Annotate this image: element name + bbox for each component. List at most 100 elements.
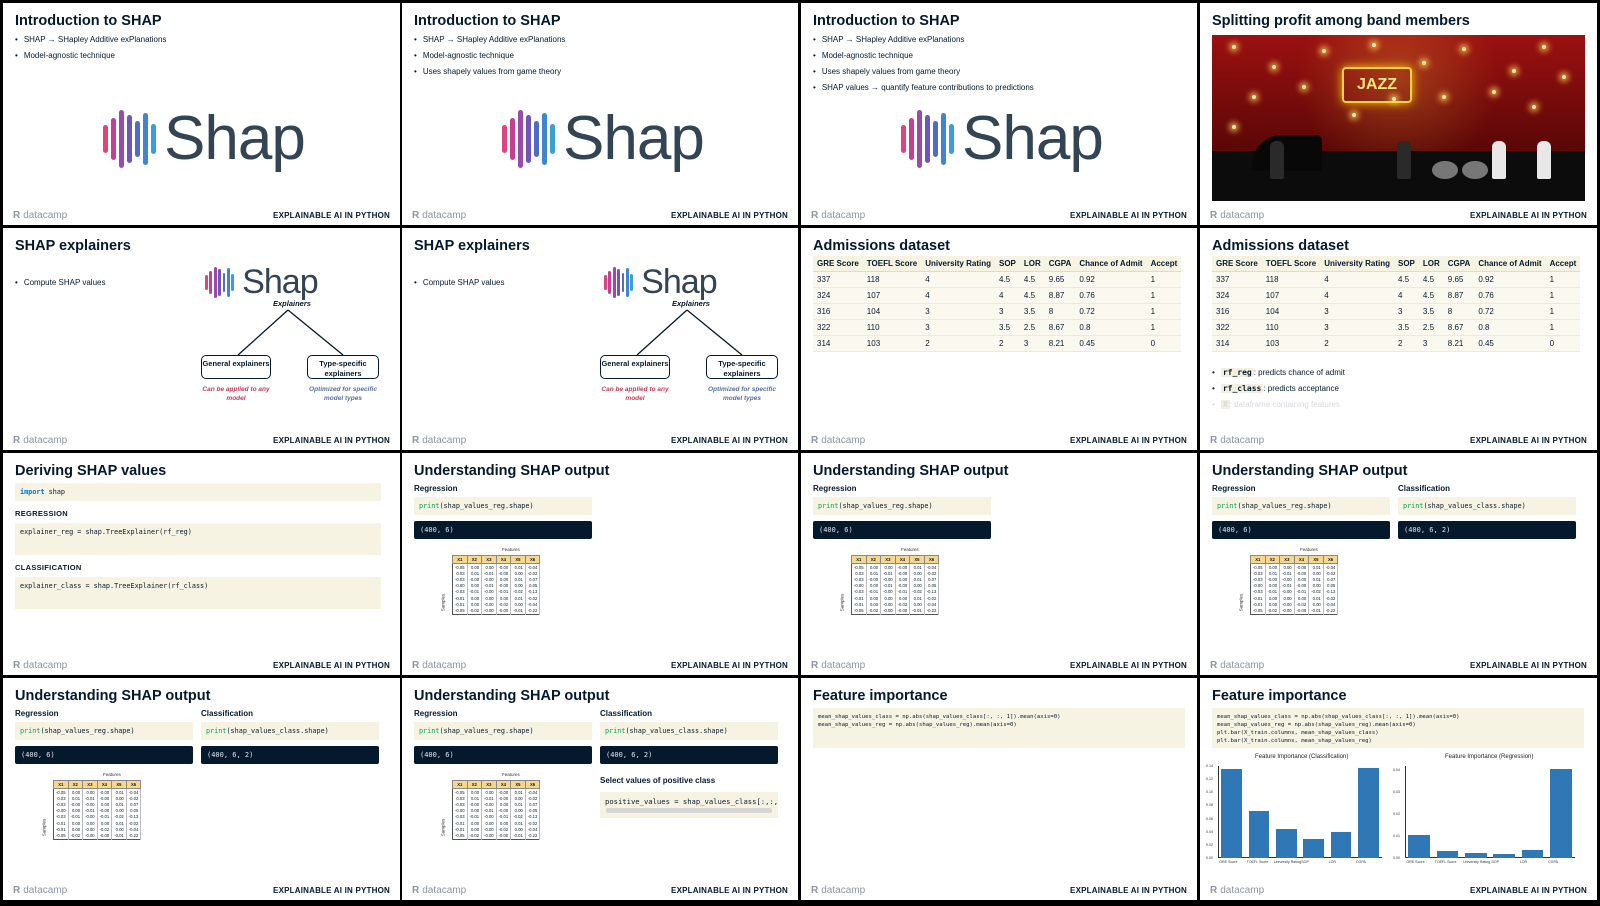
- shap-row: -0.03 -0.00 -0.00 0.00 0.01 0.07: [53, 801, 142, 808]
- shap-cell: -0.01: [496, 588, 512, 595]
- model-bullet: X: dataframe containing features: [1212, 400, 1345, 409]
- shap-cell: 0.01: [111, 801, 127, 808]
- print-function: print: [20, 727, 41, 735]
- shap-cell: 0.01: [111, 788, 127, 796]
- course-brand: EXPLAINABLE AI IN PYTHON: [1470, 886, 1587, 895]
- datacamp-logo-icon: R: [1210, 885, 1218, 896]
- print-function: print: [1217, 502, 1238, 510]
- shap-cell: 0.01: [909, 576, 925, 583]
- feature-header: X6: [524, 780, 541, 789]
- shap-cell: -0.02: [525, 570, 541, 577]
- shap-cell: -0.00: [97, 807, 113, 814]
- shap-cell: 0.00: [866, 601, 882, 608]
- y-tick-label: 0.06: [1206, 816, 1213, 821]
- table-cell: 107: [862, 287, 922, 304]
- bar-sop: [1303, 838, 1325, 858]
- bar-university-rating: [1465, 852, 1487, 858]
- table-cell: 0.72: [1474, 303, 1546, 320]
- shap-logo-bar: [111, 117, 116, 160]
- output-block: (400, 6): [1212, 521, 1390, 539]
- slide-title: Admissions dataset: [813, 238, 950, 254]
- course-brand: EXPLAINABLE AI IN PYTHON: [273, 211, 390, 220]
- feature-header-row: X1 X2 X3 X4 X5 X6: [851, 555, 940, 564]
- samples-axis-label: Samples: [1238, 593, 1244, 612]
- shap-cell: -0.05: [452, 607, 468, 614]
- table-row: 322 110 3 3.5 2.5 8.67 0.8 1: [1212, 319, 1581, 336]
- regression-label: Regression: [414, 484, 458, 493]
- print-function: print: [1403, 502, 1424, 510]
- shap-cell: 0.00: [1308, 601, 1324, 608]
- shap-cell: -0.00: [1279, 607, 1295, 614]
- shap-cell: 0.00: [880, 594, 896, 602]
- slide-title: Understanding SHAP output: [414, 463, 610, 479]
- shap-cell: -0.00: [481, 601, 497, 608]
- code-line: plt.bar(X_train.columns, mean_shap_value…: [1217, 738, 1372, 744]
- shap-cell: -0.04: [525, 788, 541, 796]
- table-cell: 324: [1212, 287, 1262, 304]
- tree-line: [686, 309, 743, 356]
- table-cell: 3: [1418, 335, 1444, 352]
- stage-light: [1532, 105, 1536, 109]
- shap-cell: -0.03: [452, 813, 468, 820]
- feature-header: X4: [1293, 555, 1310, 564]
- course-brand: EXPLAINABLE AI IN PYTHON: [273, 886, 390, 895]
- positive-values-code[interactable]: positive_values = shap_values_class[:,:,…: [600, 792, 778, 818]
- musician: [1492, 141, 1506, 179]
- print-code-block: print(shap_values_class.shape): [201, 722, 379, 740]
- band-photo: JAZZ: [1212, 35, 1585, 201]
- shap-row: -0.01 0.00 -0.00 -0.02 0.00 -0.04: [452, 826, 541, 833]
- shap-cell: -0.01: [1250, 601, 1266, 608]
- table-cell: 314: [813, 335, 863, 352]
- shap-cell: -0.05: [851, 607, 867, 614]
- shap-cell: 0.00: [909, 582, 925, 589]
- shap-values-table: X1 X2 X3 X4 X5 X6 -0.05 0.00 0.00 -0.00 0.01 -0.04 0…: [53, 780, 142, 840]
- y-tick-label: 0.08: [1206, 803, 1213, 808]
- output-block: (400, 6): [813, 521, 991, 539]
- y-tick-label: 0.14: [1206, 764, 1213, 768]
- table-cell: 2.5: [1019, 319, 1045, 336]
- table-row: 314 103 2 2 3 8.21 0.45 0: [813, 335, 1182, 352]
- table-cell: 118: [1261, 271, 1321, 288]
- shap-cell: -0.22: [525, 607, 541, 614]
- shap-cell: -0.00: [82, 813, 98, 820]
- shap-values-table: X1 X2 X3 X4 X5 X6 -0.05 0.00 0.00 -0.00 0.01 -0.04 0…: [1250, 555, 1339, 615]
- shap-row: 0.03 0.01 -0.01 -0.00 0.00 -0.02: [53, 795, 142, 802]
- table-header-row: GRE Score TOEFL Score University Rating SOP…: [1212, 256, 1581, 272]
- shap-cell: -0.13: [924, 588, 940, 595]
- shap-cell: -0.02: [1294, 601, 1310, 608]
- horizontal-scrollbar[interactable]: [606, 808, 772, 813]
- shap-cell: -0.04: [924, 563, 940, 571]
- shap-cell: -0.01: [1265, 588, 1281, 595]
- shap-logo-bar: [526, 114, 531, 163]
- import-module: shap: [44, 488, 66, 496]
- musician: [1270, 141, 1284, 179]
- shap-logo-bar: [518, 109, 523, 168]
- shap-cell: 0.00: [82, 819, 98, 827]
- shap-cell: -0.02: [866, 607, 882, 614]
- shap-cell: -0.04: [525, 563, 541, 571]
- datacamp-logo-text: datacamp: [1220, 885, 1265, 896]
- shap-cell: 0.00: [467, 563, 483, 571]
- shap-cell: -0.02: [467, 832, 483, 839]
- chart-title: Feature Importance (Classification): [1255, 754, 1349, 760]
- shap-logo-bar: [617, 269, 620, 296]
- print-code-block: print(shap_values_reg.shape): [414, 722, 592, 740]
- shap-cell: 0.00: [1294, 594, 1310, 602]
